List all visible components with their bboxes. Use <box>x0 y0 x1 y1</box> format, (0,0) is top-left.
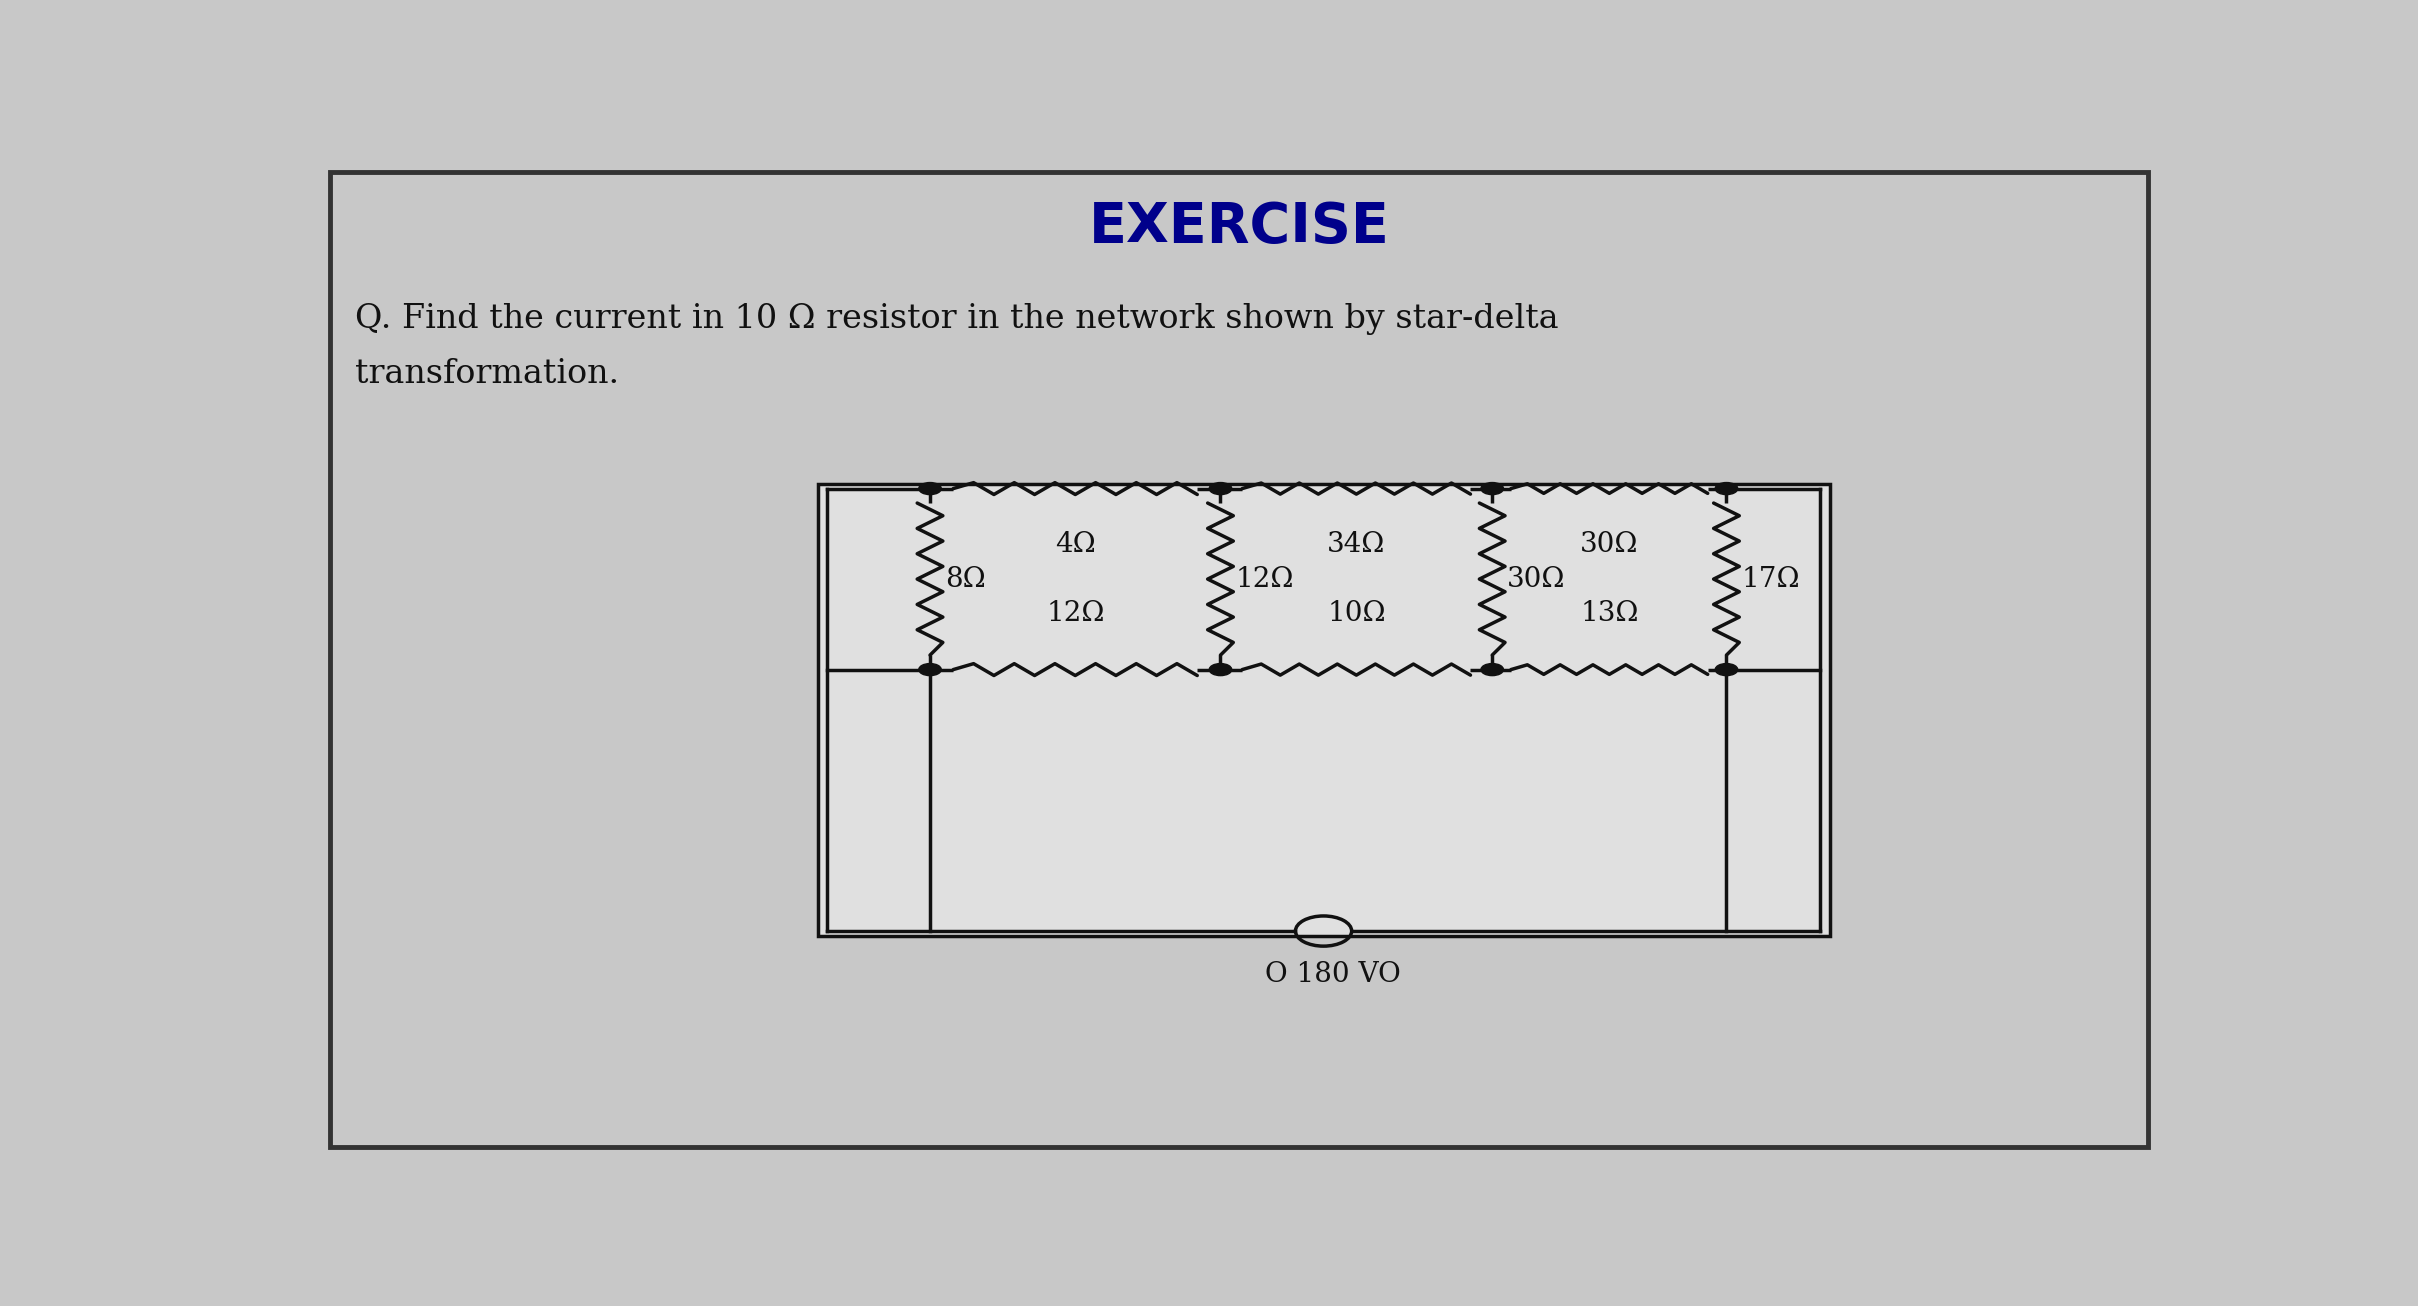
Text: 30Ω: 30Ω <box>1506 565 1564 593</box>
Text: 30Ω: 30Ω <box>1579 530 1639 558</box>
Text: EXERCISE: EXERCISE <box>1088 200 1390 255</box>
Text: 12Ω: 12Ω <box>1236 565 1294 593</box>
Circle shape <box>1714 482 1739 495</box>
Text: 10Ω: 10Ω <box>1327 601 1386 627</box>
Text: 8Ω: 8Ω <box>945 565 987 593</box>
Circle shape <box>1480 482 1504 495</box>
Circle shape <box>1480 663 1504 675</box>
Bar <box>817 483 1830 936</box>
Text: transformation.: transformation. <box>355 358 619 390</box>
Circle shape <box>1714 663 1739 675</box>
Circle shape <box>1209 663 1231 675</box>
Circle shape <box>919 482 941 495</box>
Circle shape <box>1209 482 1231 495</box>
Text: Q. Find the current in 10 Ω resistor in the network shown by star-delta: Q. Find the current in 10 Ω resistor in … <box>355 303 1557 334</box>
Text: O 180 VO: O 180 VO <box>1265 961 1400 989</box>
Text: 4Ω: 4Ω <box>1054 530 1095 558</box>
Circle shape <box>919 663 941 675</box>
Text: 17Ω: 17Ω <box>1741 565 1799 593</box>
Text: 34Ω: 34Ω <box>1327 530 1386 558</box>
Text: 12Ω: 12Ω <box>1047 601 1105 627</box>
Text: 13Ω: 13Ω <box>1579 601 1639 627</box>
